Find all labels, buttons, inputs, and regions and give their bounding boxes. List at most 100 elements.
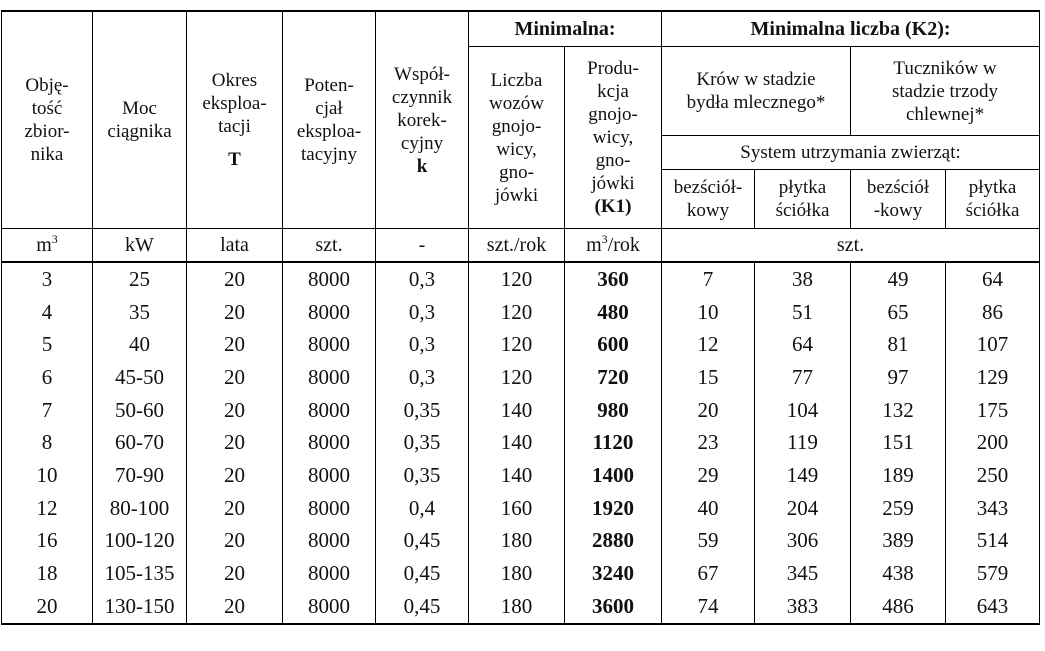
cell-cows-bedding: 383 (754, 589, 851, 625)
cell-cows-bedding: 306 (754, 524, 851, 558)
cell-wagons: 120 (468, 262, 565, 296)
cell-power: 80-100 (92, 491, 187, 525)
table-row: 12 80-100 20 8000 0,4 160 1920 40 204 259 343 (1, 491, 1041, 525)
cell-coef: 0,45 (375, 589, 469, 625)
cell-period: 20 (186, 393, 283, 427)
cell-potential: 8000 (282, 491, 376, 525)
table-body: 3 25 20 8000 0,3 120 360 7 38 49 64 4 35 20 8000 0,3 120… (1, 262, 1041, 625)
cell-power: 45-50 (92, 361, 187, 394)
header-cows-bedless: bezściół- kowy (661, 169, 755, 229)
unit-coef: - (375, 228, 469, 263)
cell-pigs-bedding: 129 (944, 361, 1041, 394)
unit-potential: szt. (282, 228, 376, 263)
cell-period: 20 (186, 557, 283, 590)
cell-wagons: 180 (468, 557, 565, 590)
cell-pigs-bedless: 259 (850, 491, 946, 525)
cell-cows-bedless: 29 (661, 459, 755, 492)
cell-pigs-bedless: 65 (850, 295, 946, 329)
header-coef-symbol: k (416, 155, 428, 177)
cell-potential: 8000 (282, 589, 376, 625)
cell-potential: 8000 (282, 361, 376, 394)
cell-potential: 8000 (282, 328, 376, 362)
header-pigs-bedding: płytka ściółka (944, 169, 1041, 229)
cell-production: 3240 (564, 557, 662, 590)
cell-pigs-bedless: 486 (850, 589, 946, 625)
cell-pigs-bedless: 151 (850, 426, 946, 460)
cell-potential: 8000 (282, 262, 376, 296)
cell-production: 1400 (564, 459, 662, 492)
cell-wagons: 180 (468, 524, 565, 558)
cell-pigs-bedding: 107 (944, 328, 1041, 362)
cell-power: 100-120 (92, 524, 187, 558)
unit-wagons: szt./rok (468, 228, 565, 263)
cell-wagons: 160 (468, 491, 565, 525)
cell-pigs-bedless: 389 (850, 524, 946, 558)
header-period: Okres eksploa- tacji T (186, 10, 283, 229)
cell-cows-bedless: 74 (661, 589, 755, 625)
cell-production: 980 (564, 393, 662, 427)
header-production-symbol: (K1) (594, 196, 632, 217)
header-volume: Obję- tość zbior- nika (1, 10, 93, 229)
header-coef-label: Współ- czynnik korek- cyjny (391, 63, 453, 154)
header-production-label: Produ- kcja gnojo- wicy, gno- jówki (587, 58, 639, 194)
cell-wagons: 140 (468, 459, 565, 492)
table-row: 10 70-90 20 8000 0,35 140 1400 29 149 189 250 (1, 459, 1041, 492)
cell-volume: 7 (1, 393, 93, 427)
header-pigs: Tuczników w stadzie trzody chlewnej* (849, 46, 1041, 136)
header-wagons: Liczba wozów gnojo- wicy, gno- jówki (468, 46, 565, 229)
cell-power: 25 (92, 262, 187, 296)
cell-cows-bedding: 119 (754, 426, 851, 460)
table-row: 7 50-60 20 8000 0,35 140 980 20 104 132 175 (1, 393, 1041, 427)
cell-coef: 0,35 (375, 393, 469, 427)
cell-production: 3600 (564, 589, 662, 625)
cell-potential: 8000 (282, 295, 376, 329)
cell-volume: 20 (1, 589, 93, 625)
cell-pigs-bedless: 438 (850, 557, 946, 590)
table-row: 20 130-150 20 8000 0,45 180 3600 74 383 486 643 (1, 589, 1041, 625)
cell-period: 20 (186, 426, 283, 460)
cell-period: 20 (186, 262, 283, 296)
cell-coef: 0,4 (375, 491, 469, 525)
cell-volume: 4 (1, 295, 93, 329)
cell-production: 720 (564, 361, 662, 394)
cell-cows-bedless: 7 (661, 262, 755, 296)
cell-power: 50-60 (92, 393, 187, 427)
table-row: 18 105-135 20 8000 0,45 180 3240 67 345 438 579 (1, 557, 1041, 590)
cell-wagons: 120 (468, 361, 565, 394)
cell-power: 60-70 (92, 426, 187, 460)
cell-production: 2880 (564, 524, 662, 558)
units-row: m3 kW lata szt. - szt./rok m3/rok szt. (1, 228, 1041, 263)
cell-cows-bedding: 77 (754, 361, 851, 394)
cell-pigs-bedding: 643 (944, 589, 1041, 625)
cell-volume: 3 (1, 262, 93, 296)
cell-pigs-bedless: 97 (850, 361, 946, 394)
cell-coef: 0,3 (375, 295, 469, 329)
cell-power: 35 (92, 295, 187, 329)
cell-pigs-bedding: 579 (944, 557, 1041, 590)
cell-wagons: 140 (468, 393, 565, 427)
cell-power: 105-135 (92, 557, 187, 590)
cell-cows-bedless: 23 (661, 426, 755, 460)
unit-production: m3/rok (564, 228, 662, 263)
cell-pigs-bedless: 49 (850, 262, 946, 296)
cell-wagons: 180 (468, 589, 565, 625)
header-cows-bedding: płytka ściółka (754, 169, 851, 229)
cell-potential: 8000 (282, 459, 376, 492)
cell-pigs-bedding: 175 (944, 393, 1041, 427)
header-potential: Poten- cjał eksploa- tacyjny (282, 10, 376, 229)
cell-potential: 8000 (282, 557, 376, 590)
cell-pigs-bedding: 514 (944, 524, 1041, 558)
cell-production: 360 (564, 262, 662, 296)
cell-production: 1920 (564, 491, 662, 525)
header-group-minimal: Minimalna: (468, 10, 662, 47)
cell-cows-bedless: 40 (661, 491, 755, 525)
cell-power: 70-90 (92, 459, 187, 492)
cell-cows-bedding: 64 (754, 328, 851, 362)
table-row: 4 35 20 8000 0,3 120 480 10 51 65 86 (1, 295, 1041, 329)
table-row: 6 45-50 20 8000 0,3 120 720 15 77 97 129 (1, 361, 1041, 394)
header-production: Produ- kcja gnojo- wicy, gno- jówki (K1) (564, 46, 662, 229)
cell-pigs-bedding: 250 (944, 459, 1041, 492)
cell-coef: 0,35 (375, 426, 469, 460)
cell-coef: 0,45 (375, 557, 469, 590)
cell-period: 20 (186, 328, 283, 362)
